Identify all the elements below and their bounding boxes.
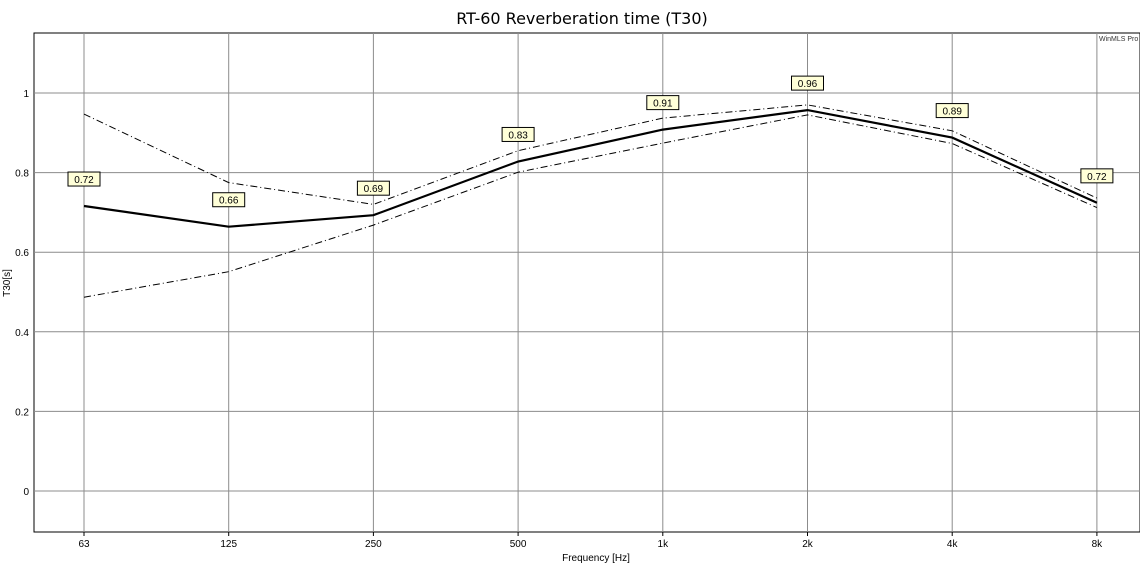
data-label: 0.96	[792, 76, 824, 90]
data-label: 0.72	[1081, 169, 1113, 183]
chart-title: RT-60 Reverberation time (T30)	[456, 9, 708, 28]
x-tick-label: 2k	[802, 539, 814, 550]
y-tick-label: 0.4	[15, 328, 29, 339]
x-tick-label: 4k	[947, 539, 959, 550]
y-tick-label: 0	[23, 487, 29, 498]
x-tick-label: 250	[365, 539, 382, 550]
y-tick-label: 1	[23, 89, 29, 100]
watermark: WinMLS Pro	[1099, 36, 1138, 43]
y-tick-labels: 0 0.2 0.4 0.6 0.8 1	[15, 89, 29, 498]
x-tick-label: 1k	[658, 539, 670, 550]
data-label: 0.66	[213, 193, 245, 207]
x-tick-label: 63	[78, 539, 90, 550]
data-label: 0.89	[936, 104, 968, 118]
data-label: 0.72	[68, 172, 100, 186]
x-tick-labels: 63 125 250 500 1k 2k 4k 8k	[78, 532, 1103, 550]
plot-area	[34, 33, 1140, 532]
data-label-text: 0.72	[1087, 172, 1107, 183]
data-label-text: 0.83	[508, 130, 528, 141]
data-label: 0.91	[647, 96, 679, 110]
data-label-text: 0.72	[74, 175, 94, 186]
data-label: 0.69	[357, 181, 389, 195]
data-label-text: 0.66	[219, 196, 239, 207]
data-label-text: 0.96	[798, 79, 818, 90]
y-tick-label: 0.6	[15, 248, 29, 259]
y-axis-label: T30[s]	[2, 269, 13, 297]
y-tick-label: 0.2	[15, 407, 29, 418]
data-label: 0.83	[502, 127, 534, 141]
data-label-text: 0.91	[653, 99, 673, 110]
x-tick-label: 500	[510, 539, 527, 550]
x-tick-label: 125	[220, 539, 237, 550]
x-axis-label: Frequency [Hz]	[562, 553, 630, 564]
data-label-text: 0.89	[942, 107, 962, 118]
data-label-text: 0.69	[364, 184, 384, 195]
x-tick-label: 8k	[1092, 539, 1104, 550]
y-tick-label: 0.8	[15, 169, 29, 180]
